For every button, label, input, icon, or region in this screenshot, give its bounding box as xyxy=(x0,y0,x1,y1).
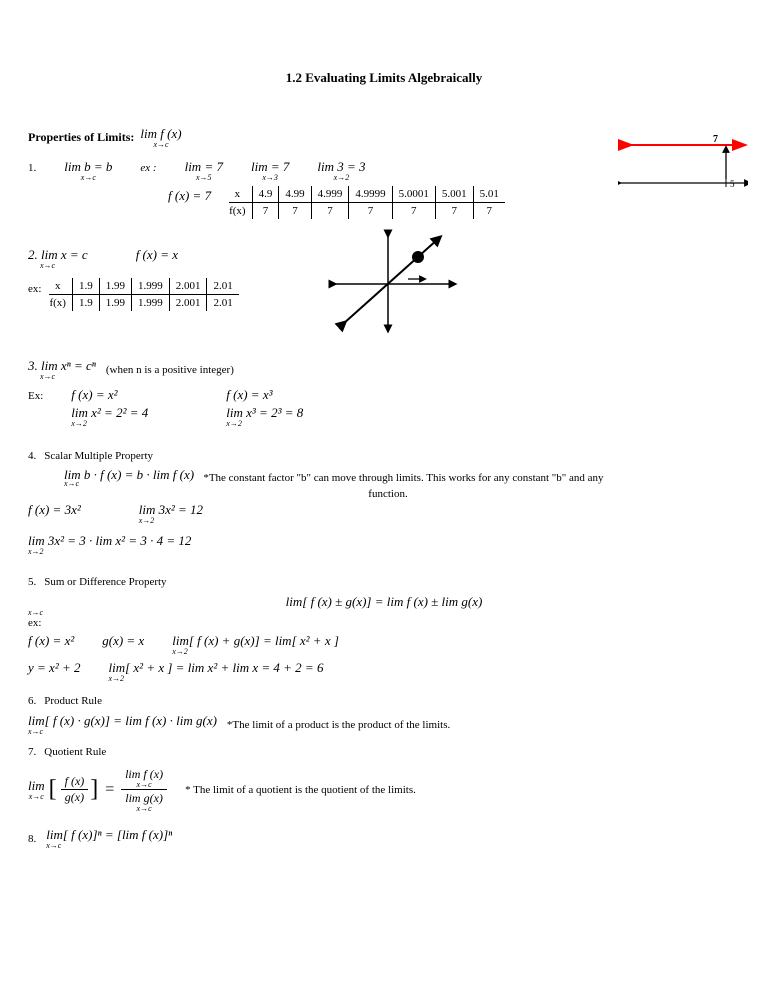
item4-num: 4. xyxy=(28,450,36,462)
item8-eq: lim[ f (x)]ⁿ = [lim f (x)]ⁿ xyxy=(46,827,172,842)
item6-num: 6. xyxy=(28,695,36,707)
yx-graph xyxy=(323,224,463,334)
item2-body: ex: x 1.9 1.99 1.999 2.001 2.01 f(x) 1.9… xyxy=(28,274,740,334)
item1-num: 1. xyxy=(28,162,36,174)
item2-fx: f (x) = x xyxy=(136,247,178,263)
item5-ex-label: ex: xyxy=(28,617,740,629)
item-8: 8. lim[ f (x)]ⁿ = [lim f (x)]ⁿ x→c xyxy=(28,827,740,850)
item-3: 3. lim xⁿ = cⁿ x→c (when n is a positive… xyxy=(28,358,740,428)
item6-eq: lim[ f (x) · g(x)] = lim f (x) · lim g(x… xyxy=(28,713,217,728)
item5-title: Sum or Difference Property xyxy=(44,576,166,588)
item3-note: (when n is a positive integer) xyxy=(106,364,234,376)
item7-lhs-bot: g(x) xyxy=(61,790,89,805)
item3-heading: 3. lim xⁿ = cⁿ xyxy=(28,358,96,373)
item1-ex1: lim = 7 xyxy=(185,159,223,174)
item-4: 4. Scalar Multiple Property lim b · f (x… xyxy=(28,446,740,556)
item7-lhs-top: f (x) xyxy=(61,774,89,790)
item5-y: y = x² + 2 xyxy=(28,660,80,676)
item1-ex2: lim = 7 xyxy=(251,159,289,174)
item5-limsum: lim[ x² + x ] = lim x² + lim x = 4 + 2 =… xyxy=(108,660,323,675)
properties-heading: Properties of Limits: xyxy=(28,130,134,145)
numline-7-label: 7 xyxy=(713,135,718,145)
item8-num: 8. xyxy=(28,833,36,845)
item7-title: Quotient Rule xyxy=(44,746,106,758)
item-6: 6. Product Rule lim[ f (x) · g(x)] = lim… xyxy=(28,691,740,736)
item4-note2: function. xyxy=(188,488,588,500)
item1-ex3: lim 3 = 3 xyxy=(317,159,365,174)
item5-fx: f (x) = x² xyxy=(28,633,74,649)
item1-lhs: lim b = b xyxy=(64,159,112,174)
item4-note: *The constant factor "b" can move throug… xyxy=(203,472,603,484)
item3-fx3: f (x) = x³ xyxy=(226,387,303,403)
item1-lhs-sub: x→c xyxy=(64,174,112,182)
item7-num: 7. xyxy=(28,746,36,758)
item3-fx2: f (x) = x² xyxy=(71,387,148,403)
item-7: 7. Quotient Rule lim x→c [ f (x) g(x) ] … xyxy=(28,742,740,813)
item2-ex-label: ex: xyxy=(28,283,41,295)
page-title: 1.2 Evaluating Limits Algebraically xyxy=(28,70,740,86)
item7-note: * The limit of a quotient is the quotien… xyxy=(185,784,416,796)
item5-limfg: lim[ f (x) + g(x)] = lim[ x² + x ] xyxy=(172,633,339,648)
prop-lim-sub: x→c xyxy=(140,141,181,149)
item7-rhs-top: lim f (x) xyxy=(125,767,163,781)
item5-eq: lim[ f (x) ± g(x)] = lim f (x) ± lim g(x… xyxy=(286,594,483,609)
item6-note: *The limit of a product is the product o… xyxy=(227,719,450,731)
item2-heading: 2. lim x = c xyxy=(28,247,88,262)
item-5: 5. Sum or Difference Property lim[ f (x)… xyxy=(28,572,740,683)
item4-title: Scalar Multiple Property xyxy=(44,450,153,462)
item1-table: x 4.9 4.99 4.999 4.9999 5.0001 5.001 5.0… xyxy=(229,186,505,219)
item4-lim2: lim 3x² = 3 · lim x² = 3 · 4 = 12 xyxy=(28,533,191,548)
item1-fx: f (x) = 7 xyxy=(168,188,211,204)
numline-5-label: 5 xyxy=(730,179,735,189)
number-line-graphic: 7 5 xyxy=(618,135,748,210)
item5-gx: g(x) = x xyxy=(102,633,144,649)
prop-lim: lim f (x) xyxy=(140,126,181,141)
item4-fx: f (x) = 3x² xyxy=(28,502,81,518)
item4-lim1: lim 3x² = 12 xyxy=(139,502,203,517)
item3-lim3: lim x³ = 2³ = 8 xyxy=(226,405,303,420)
item3-lim2: lim x² = 2² = 4 xyxy=(71,405,148,420)
item2-table: x 1.9 1.99 1.999 2.001 2.01 f(x) 1.9 1.9… xyxy=(49,278,238,311)
item1-ex-label: ex : xyxy=(140,162,156,174)
item7-rhs-bot: lim g(x) xyxy=(125,791,163,805)
item3-ex-label: Ex: xyxy=(28,390,43,402)
item6-title: Product Rule xyxy=(44,695,102,707)
item5-num: 5. xyxy=(28,576,36,588)
page: 1.2 Evaluating Limits Algebraically 7 5 … xyxy=(0,0,768,880)
item4-eq: lim b · f (x) = b · lim f (x) xyxy=(64,467,194,482)
